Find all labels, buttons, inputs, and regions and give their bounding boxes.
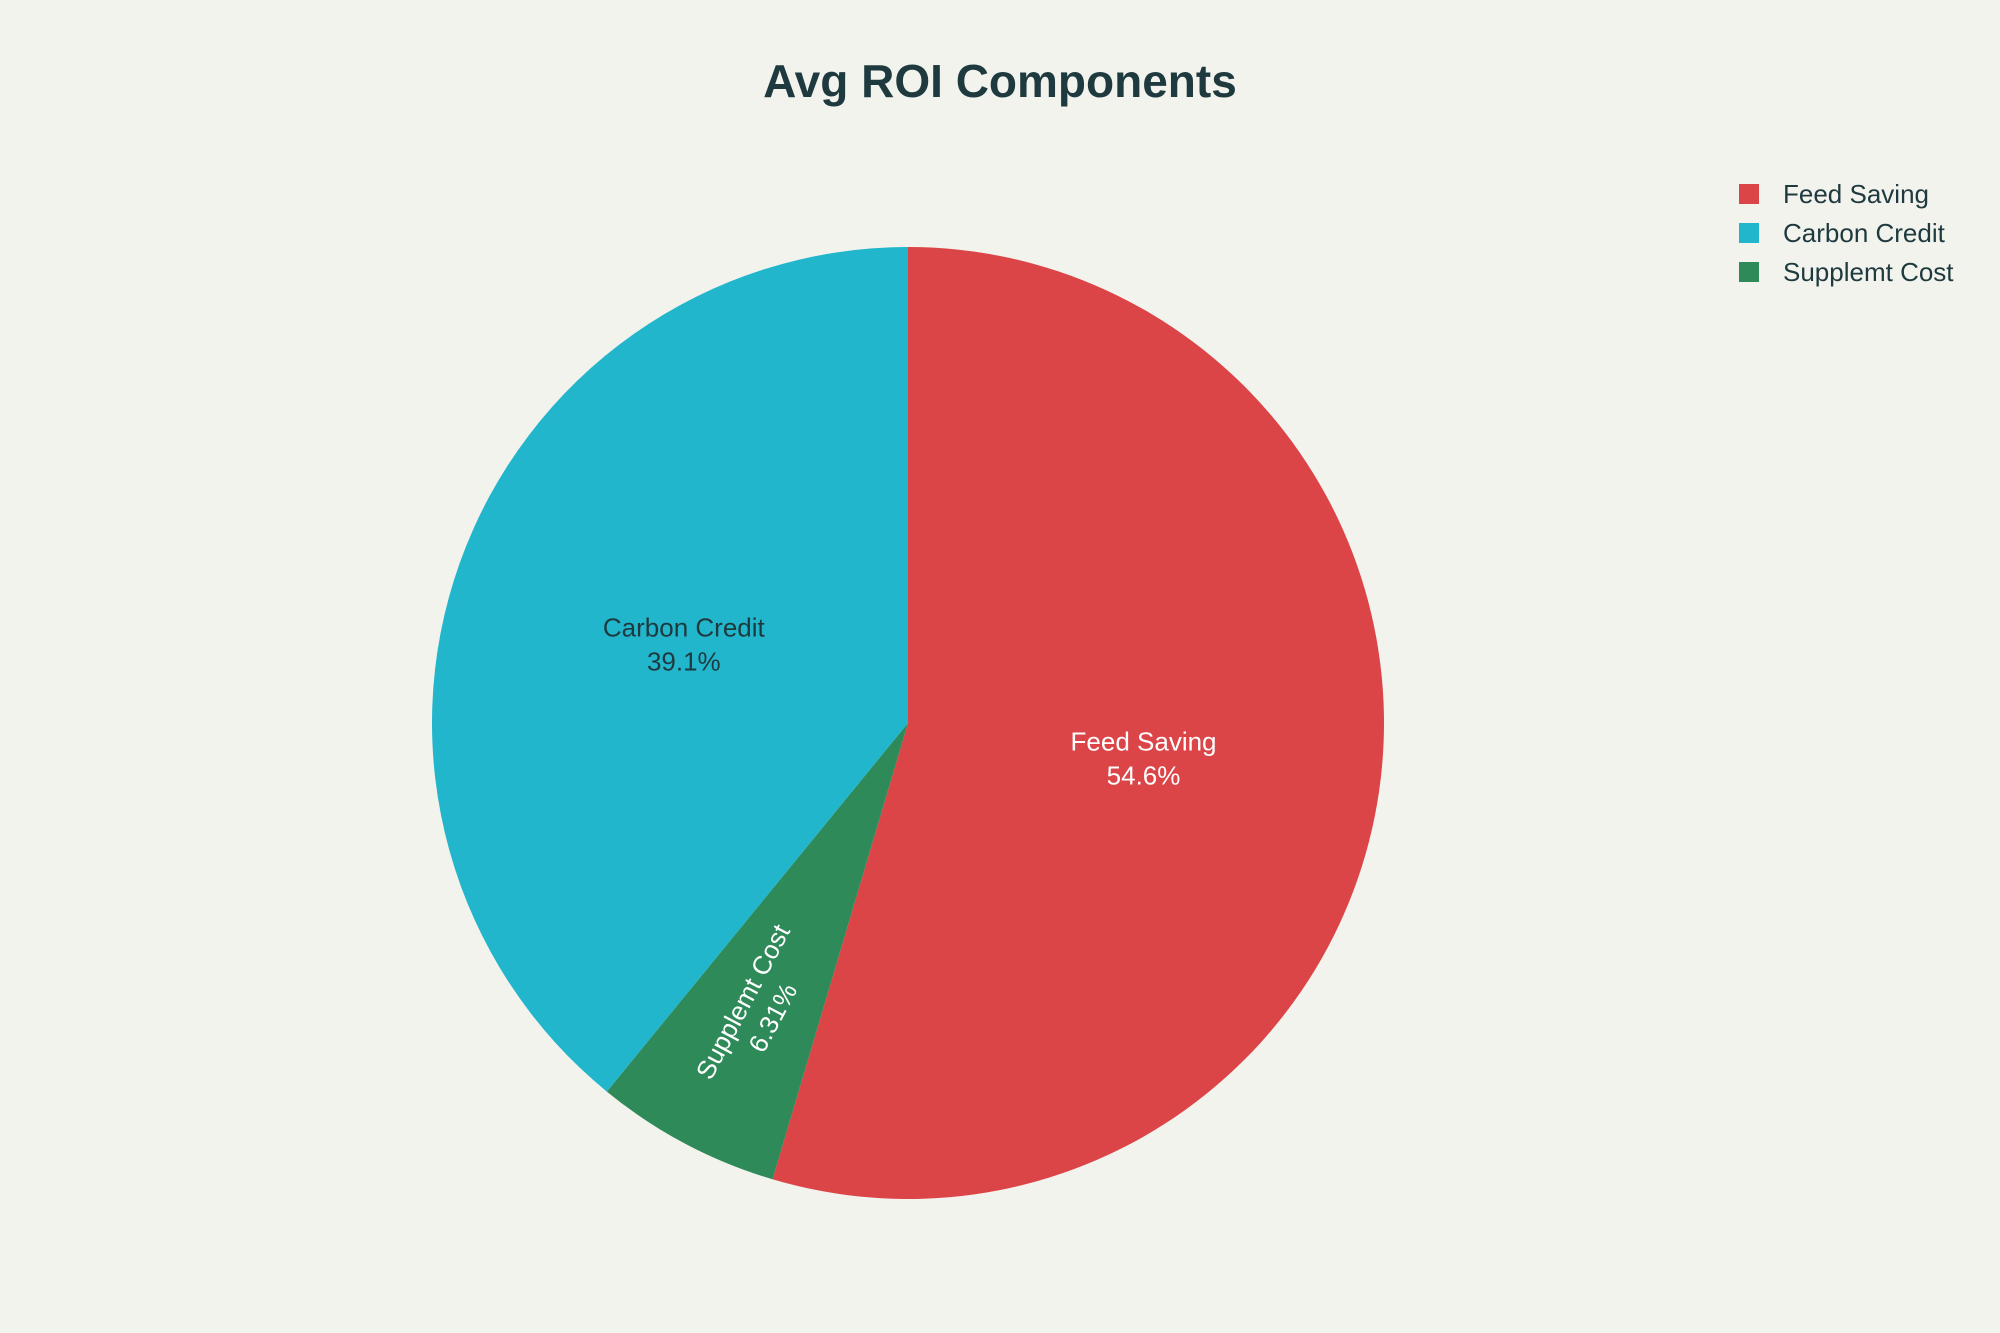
pie-slice-carbon-credit — [432, 247, 908, 1092]
legend-item-carbon-credit[interactable]: Carbon Credit — [1739, 218, 1946, 248]
chart-title: Avg ROI Components — [763, 55, 1237, 107]
pie-slice-supplemt-cost — [606, 723, 908, 1180]
legend-swatch — [1739, 262, 1759, 282]
legend-label: Supplemt Cost — [1783, 257, 1954, 287]
slice-category-text: Feed Saving — [1071, 727, 1217, 757]
legend-label: Feed Saving — [1783, 179, 1929, 209]
pie-slices — [432, 247, 1384, 1199]
legend-swatch — [1739, 223, 1759, 243]
legend-item-feed-saving[interactable]: Feed Saving — [1739, 179, 1929, 209]
legend-item-supplemt-cost[interactable]: Supplemt Cost — [1739, 257, 1954, 287]
slice-percent-text: 54.6% — [1107, 761, 1181, 791]
legend-swatch — [1739, 184, 1759, 204]
legend-label: Carbon Credit — [1783, 218, 1946, 248]
legend: Feed Saving Carbon Credit Supplemt Cost — [1739, 179, 1954, 287]
pie-slice-feed-saving — [772, 247, 1384, 1199]
slice-percent-text: 39.1% — [647, 646, 721, 676]
slice-label-feed-saving: Feed Saving 54.6% — [1071, 727, 1217, 791]
slice-label-carbon-credit: Carbon Credit 39.1% — [603, 613, 766, 677]
slice-category-text: Carbon Credit — [603, 613, 766, 643]
